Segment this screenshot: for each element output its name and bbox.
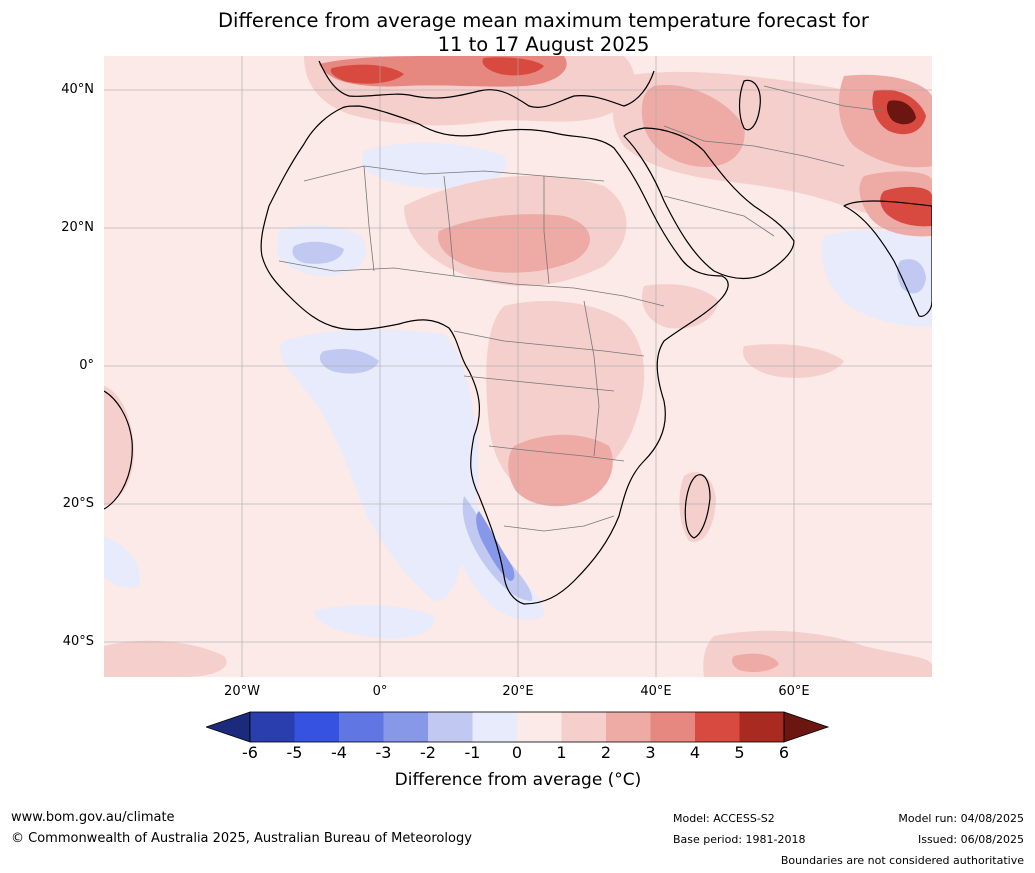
lat-label-40s: 40°S [62,634,94,649]
colorbar-tick-label: 3 [645,743,656,762]
map-gridlines [104,56,932,677]
boundary-south-africa [503,515,615,532]
africa-coastline [260,105,729,605]
colorbar-outline [249,711,785,743]
positive-anomaly-areas [104,56,932,677]
boundary-arabia [663,195,775,237]
sahara-cool-area [362,142,507,189]
lon-label-20e: 20°E [502,684,534,699]
colorbar-tick-label: 2 [600,743,612,762]
middle-east-warm-core [641,85,745,167]
copyright-text: © Commonwealth of Australia 2025, Austra… [11,831,472,846]
arabian-sea-cool-area [821,230,932,327]
colorbar-bin [561,712,606,742]
colorbar-bin [650,712,695,742]
boundary-libya-chad [443,175,455,277]
website-link[interactable]: www.bom.gov.au/climate [11,810,175,825]
india-coastline [843,200,932,317]
colorbar-bin [339,712,384,742]
lon-label-0: 0° [372,684,388,699]
colorbar-bin [606,712,651,742]
colorbar-bin [695,712,740,742]
colorbar-extend-low [206,711,251,743]
horn-warm-area [641,284,719,329]
country-boundaries [278,85,885,532]
indian-ocean-warm-area [743,344,844,378]
europe-coastline [318,60,655,108]
central-asia-extreme-core [886,100,916,125]
map-title-line1: Difference from average mean maximum tem… [218,9,869,32]
colorbar-bin [739,712,784,742]
coastlines [104,60,932,605]
colorbar-tick-label: -4 [331,743,347,762]
colorbar-tick-label: 5 [734,743,745,762]
arabia-coastline [623,127,795,280]
boundary-sahel [278,260,665,307]
colorbar [206,711,830,743]
boundary-southern-africa [488,445,625,462]
colorbar-tick-label: 4 [689,743,701,762]
arabian-sea-cool-core [897,259,926,294]
lat-label-20n: 20°N [61,220,94,235]
subtropical-south-atlantic-warm-area [104,640,227,677]
india-hot-core [880,186,932,227]
west-sahel-cool-core [292,241,344,264]
southern-africa-warm-core [508,434,613,507]
map-title-line2: 11 to 17 August 2025 [437,33,650,56]
colorbar-bin [383,712,428,742]
colorbar-tick-label: -6 [242,743,258,762]
lon-label-40e: 40°E [640,684,672,699]
boundary-egypt-sudan [543,176,550,285]
boundary-sahara-north [303,165,605,182]
base-period: Base period: 1981-2018 [673,833,806,846]
europe-hot-core [330,64,404,84]
lon-label-20w: 20°W [224,684,260,699]
gulf-guinea-core [319,349,379,374]
lat-label-20s: 20°S [62,496,94,511]
colorbar-tick-label: 6 [778,743,790,762]
boundary-central-asia [763,85,885,112]
colorbar-bin [472,712,517,742]
colorbar-tick-label: -1 [464,743,481,762]
south-indian-ocean-warm-core [731,653,779,672]
lon-label-60e: 60°E [778,684,810,699]
model-run-date: Model run: 04/08/2025 [898,812,1024,825]
colorbar-extend-high [783,711,830,743]
issued-date: Issued: 06/08/2025 [917,833,1024,846]
colorbar-tick-label: 0 [511,743,523,762]
benguela-cool-center [476,511,515,581]
south-atlantic-cool-area [314,604,435,639]
lat-label-0: 0° [79,358,94,373]
colorbar-bin [428,712,473,742]
colorbar-tick-label: 1 [556,743,567,762]
boundary-central-africa [453,330,645,357]
colorbar-bin [250,712,295,742]
west-atlantic-warm-area [104,386,134,506]
boundary-iran [663,125,845,167]
boundary-congo [463,375,615,392]
south-america-coastline [104,390,133,510]
caspian-coastline [738,79,761,131]
colorbar-tick-label: -3 [375,743,392,762]
colorbar-tick-label: -2 [420,743,436,762]
colorbar-bin [294,712,339,742]
boundary-niger-mali [363,165,375,272]
forecast-map [104,56,932,677]
colorbar-tick-label: -5 [286,743,303,762]
colorbar-label: Difference from average (°C) [394,770,642,790]
sahara-warm-core [438,214,591,273]
southwest-corner-cool-area [104,536,140,588]
balkans-hot-core [482,57,544,76]
model-name: Model: ACCESS-S2 [673,812,775,825]
lat-label-40n: 40°N [61,82,94,97]
boundaries-disclaimer: Boundaries are not considered authoritat… [780,854,1024,867]
boundary-east-africa [583,300,600,457]
atlantic-gulf-guinea-cool-area [279,329,479,601]
madagascar-coastline [684,474,711,539]
colorbar-bin [517,712,562,742]
